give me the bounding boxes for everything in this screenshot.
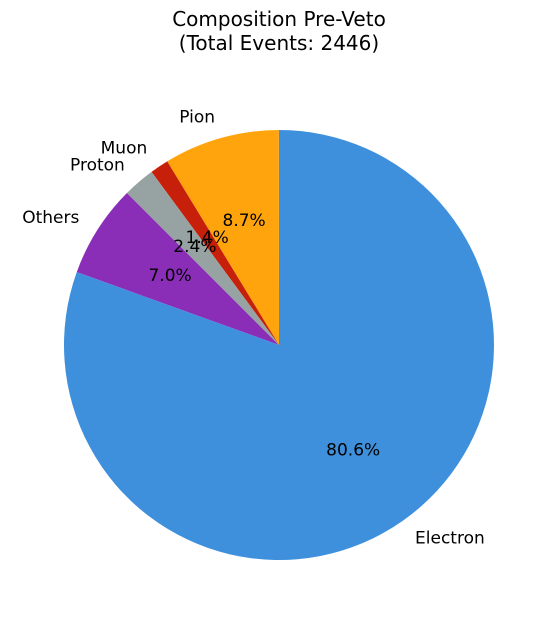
pct-label-others: 7.0% — [148, 266, 191, 286]
chart-title-line-2: (Total Events: 2446) — [179, 31, 379, 55]
pie-slice-muon — [151, 161, 279, 345]
pie-slice-proton — [126, 171, 279, 345]
chart-title-line-1: Composition Pre-Veto — [172, 7, 386, 31]
slice-label-muon: Muon — [101, 139, 148, 159]
pie-slices — [63, 129, 494, 560]
slice-label-others: Others — [22, 208, 79, 228]
pie-labels: Others 7.0% Electron 80.6% Pion 8.7% Muon 1.4% P… — [22, 107, 485, 548]
slice-label-electron: Electron — [415, 528, 485, 548]
pie-slice-electron — [63, 129, 494, 560]
pct-label-proton: 2.4% — [173, 237, 216, 257]
pie-slice-pion — [167, 130, 279, 345]
pct-label-electron: 80.6% — [326, 441, 380, 461]
pie-slice-others — [76, 192, 280, 345]
slice-label-pion: Pion — [179, 107, 215, 127]
pct-label-pion: 8.7% — [223, 211, 266, 231]
slice-label-proton: Proton — [70, 156, 125, 176]
pct-label-muon: 1.4% — [186, 228, 229, 248]
